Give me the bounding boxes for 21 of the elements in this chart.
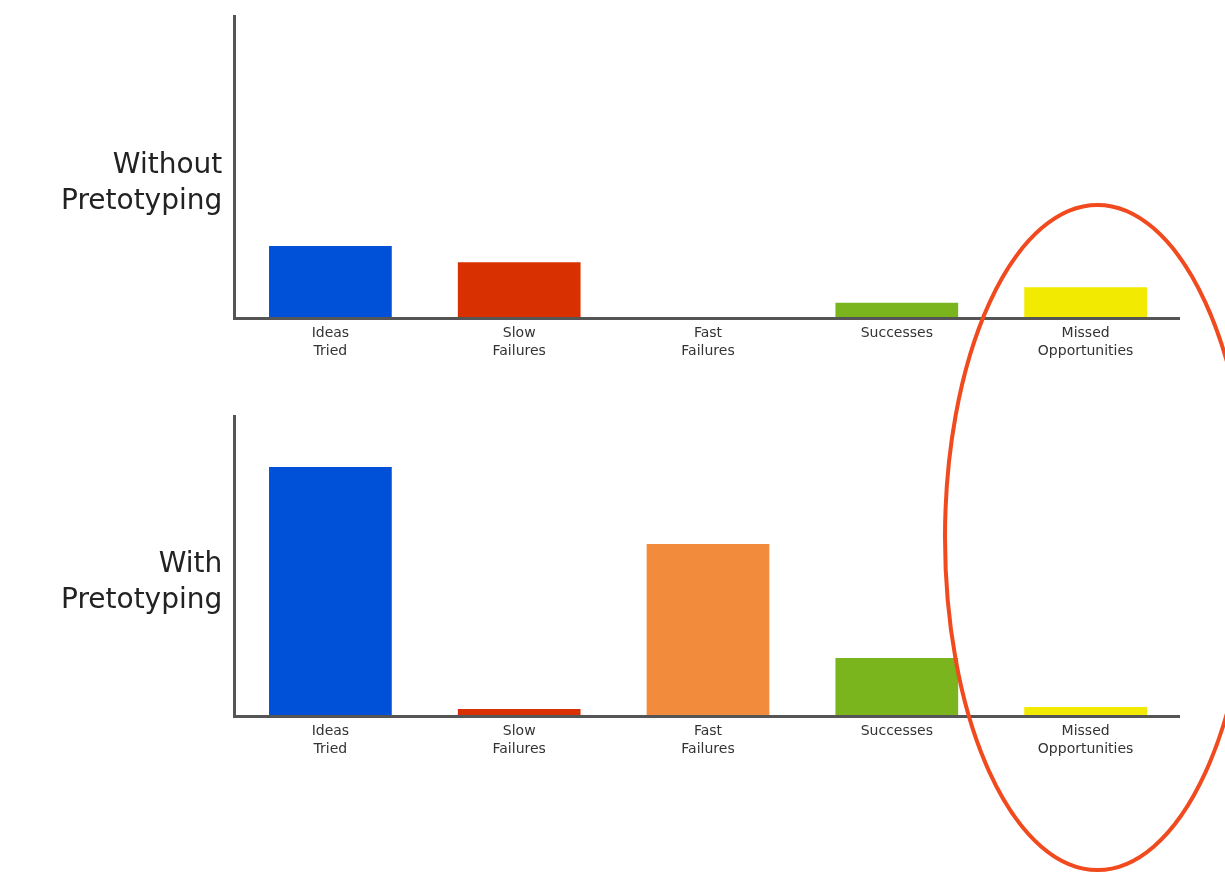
x-tick-label: Slow Failures — [492, 323, 546, 358]
bar — [835, 302, 959, 317]
bar — [269, 467, 392, 715]
bar — [646, 543, 770, 715]
bar — [835, 657, 959, 715]
x-tick-label: Fast Failures — [681, 721, 735, 756]
x-tick-label: Ideas Tried — [311, 323, 350, 358]
y-axis-title: Without Pretotyping — [61, 147, 223, 217]
bar — [1024, 287, 1147, 317]
x-tick-label: Slow Failures — [492, 721, 546, 756]
bar — [269, 245, 392, 317]
bar — [457, 709, 581, 715]
x-tick-label: Missed Opportunities — [1037, 323, 1134, 358]
bar — [1024, 707, 1147, 715]
y-axis-title: With Pretotyping — [61, 546, 223, 616]
x-tick-label: Ideas Tried — [311, 721, 350, 756]
x-tick-label: Fast Failures — [681, 323, 735, 358]
bar — [457, 262, 581, 317]
x-tick-label: Successes — [860, 323, 933, 340]
x-tick-label: Missed Opportunities — [1037, 721, 1134, 756]
x-tick-label: Successes — [860, 721, 933, 738]
